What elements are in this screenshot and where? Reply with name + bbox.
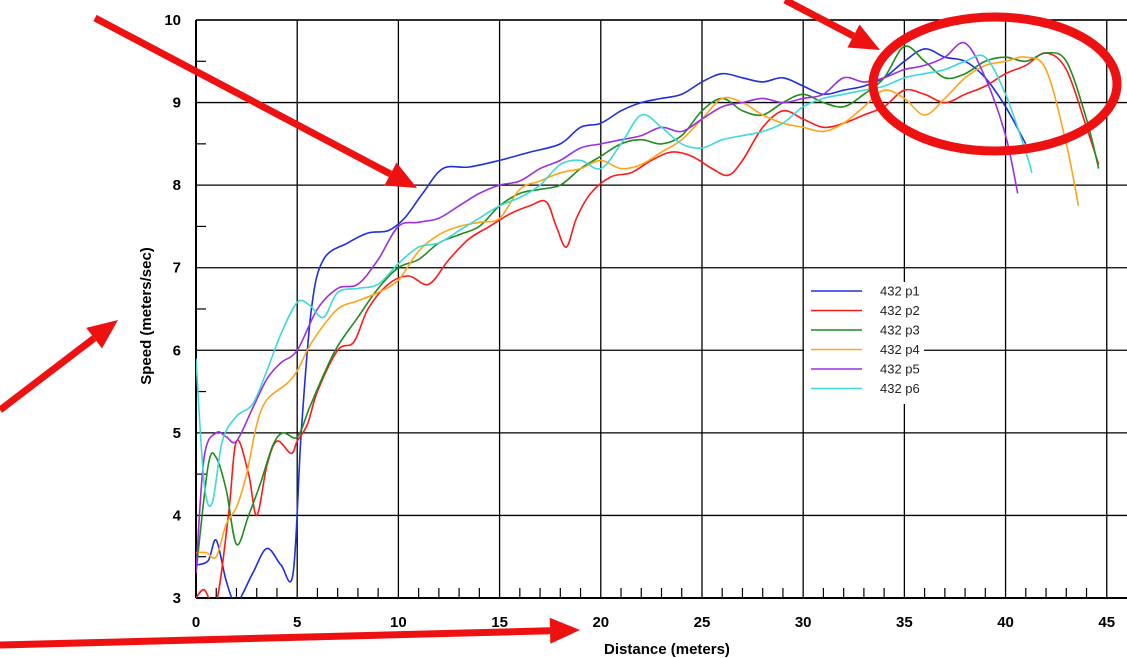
- x-tick-label: 30: [795, 614, 812, 631]
- y-axis-title: Speed (meters/sec): [138, 247, 155, 385]
- arrow-to-curve-shaft: [93, 14, 393, 178]
- x-tick-label: 45: [1098, 614, 1115, 631]
- arrow-to-curve-head: [384, 162, 417, 188]
- y-tick-label: 5: [173, 425, 181, 442]
- highlight-ellipse: [868, 12, 1122, 156]
- legend-label: 432 p1: [880, 284, 920, 299]
- y-tick-label: 4: [173, 507, 182, 524]
- y-tick-label: 6: [173, 342, 181, 359]
- legend-label: 432 p6: [880, 381, 920, 396]
- arrow-to-x-axis: [0, 617, 580, 649]
- x-axis-title: Distance (meters): [604, 641, 730, 658]
- arrow-to-y-axis: [0, 320, 118, 413]
- x-tick-labels: 0 5 10 15 20 25 30 35 40 45: [192, 614, 1115, 631]
- arrow-to-peak-head: [847, 24, 880, 50]
- x-tick-label: 10: [390, 614, 407, 631]
- chart-axes: [195, 19, 1127, 599]
- x-tick-label: 15: [491, 614, 508, 631]
- arrow-to-curve: [93, 14, 417, 188]
- x-tick-label: 40: [997, 614, 1014, 631]
- x-minor-ticks: [215, 588, 1088, 598]
- y-tick-label: 3: [173, 590, 181, 607]
- x-tick-label: 35: [896, 614, 913, 631]
- legend-label: 432 p2: [880, 303, 920, 318]
- series-line-p3: [196, 45, 1100, 574]
- y-tick-labels: 3 4 5 6 7 8 9 10: [164, 12, 181, 607]
- legend-label: 432 p5: [880, 362, 920, 377]
- x-tick-label: 5: [293, 614, 301, 631]
- legend-label: 432 p4: [880, 342, 920, 357]
- arrow-to-y-axis-head: [86, 320, 118, 349]
- legend-label: 432 p3: [880, 323, 920, 338]
- legend: 432 p1 432 p2 432 p3 432 p4 432 p5 432 p6: [804, 282, 924, 404]
- arrow-to-y-axis-shaft: [0, 335, 97, 413]
- x-tick-label: 0: [192, 614, 200, 631]
- arrow-to-peak: [783, 0, 880, 50]
- legend-box: [804, 282, 924, 404]
- series-lines: [196, 41, 1100, 598]
- y-tick-label: 8: [173, 177, 181, 194]
- y-tick-label: 9: [173, 95, 181, 112]
- series-line-p2: [196, 52, 1100, 598]
- chart-grid: [196, 19, 1127, 598]
- x-tick-label: 25: [694, 614, 711, 631]
- arrow-to-x-axis-shaft: [0, 627, 551, 649]
- series-line-p6: [196, 54, 1033, 507]
- arrow-to-peak-shaft: [783, 0, 856, 40]
- y-tick-label: 10: [164, 12, 181, 29]
- series-line-p4: [196, 56, 1080, 559]
- y-tick-label: 7: [173, 260, 181, 277]
- arrow-to-x-axis-head: [549, 617, 580, 644]
- x-tick-label: 20: [592, 614, 609, 631]
